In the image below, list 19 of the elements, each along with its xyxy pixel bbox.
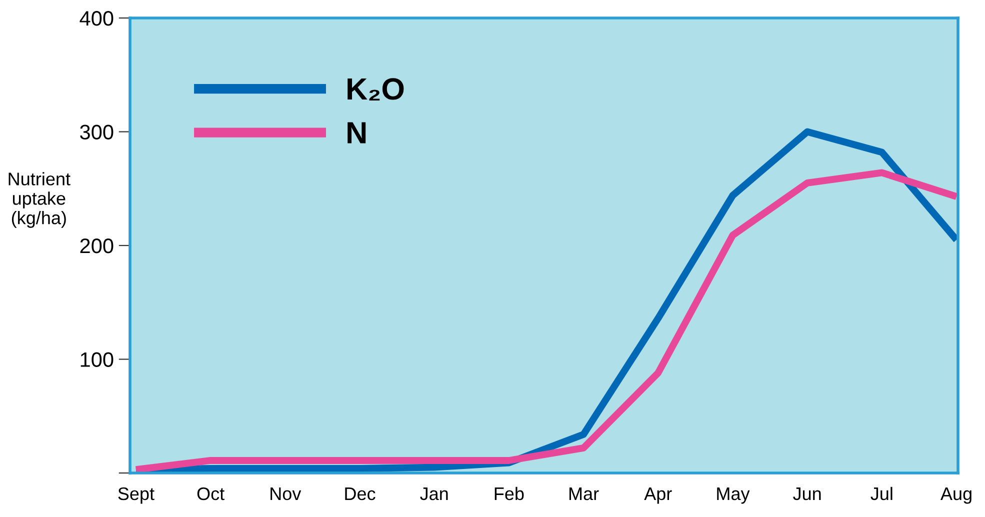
x-tick-label: Jun bbox=[793, 488, 821, 500]
x-tick-label: Apr bbox=[644, 488, 672, 504]
x-tick-label: Sept bbox=[118, 487, 154, 504]
x-tick-label: Aug bbox=[940, 488, 972, 504]
x-tick-label: Dec bbox=[345, 488, 376, 500]
x-tick-label: Jul bbox=[870, 486, 892, 500]
y-tick-label: 300 bbox=[80, 124, 114, 140]
legend-label: K₂O bbox=[348, 78, 404, 100]
x-tick-label: May bbox=[717, 488, 750, 504]
y-tick-label: 200 bbox=[80, 238, 114, 254]
x-tick-label: Oct bbox=[197, 487, 224, 500]
x-tick-label: Nov bbox=[270, 488, 302, 500]
x-tick-label: Mar bbox=[569, 488, 599, 500]
y-tick-label: 100 bbox=[80, 352, 114, 368]
y-tick-label: 400 bbox=[80, 11, 114, 26]
x-tick-label: Jan bbox=[420, 488, 448, 500]
legend-label: N bbox=[348, 122, 366, 144]
x-tick-label: Feb bbox=[494, 486, 524, 500]
y-axis-title: Nutrient uptake (kg/ha) bbox=[8, 172, 70, 228]
